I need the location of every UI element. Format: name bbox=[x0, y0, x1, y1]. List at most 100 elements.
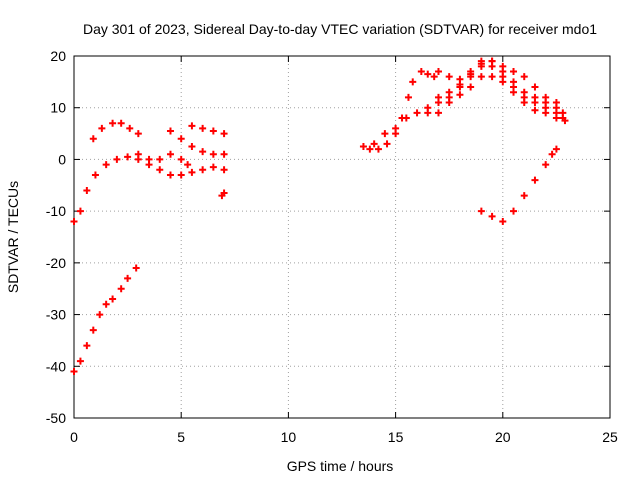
data-point bbox=[499, 78, 507, 86]
data-point bbox=[91, 171, 99, 179]
data-point bbox=[199, 124, 207, 132]
data-point bbox=[402, 114, 410, 122]
data-point bbox=[83, 342, 91, 350]
data-point bbox=[520, 73, 528, 81]
data-point bbox=[477, 73, 485, 81]
y-tick-label: -40 bbox=[46, 358, 66, 374]
data-point bbox=[76, 207, 84, 215]
data-point bbox=[209, 163, 217, 171]
y-tick-label: -30 bbox=[46, 307, 66, 323]
data-point bbox=[531, 106, 539, 114]
data-point bbox=[220, 189, 228, 197]
data-point bbox=[188, 122, 196, 130]
series-seg3 bbox=[134, 150, 192, 169]
plot-frame bbox=[73, 55, 611, 419]
series-seg8 bbox=[359, 93, 412, 153]
data-point bbox=[456, 91, 464, 99]
grid bbox=[74, 56, 610, 418]
data-point bbox=[510, 88, 518, 96]
series-seg7 bbox=[70, 264, 140, 375]
data-point bbox=[552, 114, 560, 122]
data-point bbox=[113, 155, 121, 163]
y-tick-labels: -50 -40 -30 -20 -10 0 10 20 bbox=[46, 48, 66, 426]
series-seg1 bbox=[70, 153, 228, 225]
data-point bbox=[98, 124, 106, 132]
data-point bbox=[124, 274, 132, 282]
data-point bbox=[467, 68, 475, 76]
data-point bbox=[102, 161, 110, 169]
data-point bbox=[117, 285, 125, 293]
data-point bbox=[434, 93, 442, 101]
data-point bbox=[542, 161, 550, 169]
data-point bbox=[117, 119, 125, 127]
data-point bbox=[76, 357, 84, 365]
series-seg11 bbox=[434, 73, 569, 125]
data-point bbox=[510, 207, 518, 215]
axis-ticks bbox=[73, 55, 611, 419]
data-point bbox=[220, 166, 228, 174]
data-point bbox=[520, 99, 528, 107]
data-points bbox=[70, 57, 569, 375]
data-point bbox=[561, 117, 569, 125]
data-point bbox=[166, 150, 174, 158]
data-point bbox=[126, 124, 134, 132]
data-point bbox=[109, 295, 117, 303]
series-seg15 bbox=[477, 145, 560, 225]
data-point bbox=[89, 135, 97, 143]
y-tick-label: 10 bbox=[50, 100, 66, 116]
data-point bbox=[145, 155, 153, 163]
y-axis-label: SDTVAR / TECUs bbox=[5, 181, 21, 293]
data-point bbox=[552, 145, 560, 153]
data-point bbox=[184, 161, 192, 169]
data-point bbox=[531, 83, 539, 91]
data-point bbox=[188, 168, 196, 176]
data-point bbox=[366, 145, 374, 153]
data-point bbox=[499, 217, 507, 225]
data-point bbox=[220, 130, 228, 138]
data-point bbox=[177, 135, 185, 143]
data-point bbox=[70, 367, 78, 375]
series-seg14 bbox=[409, 78, 417, 86]
data-point bbox=[409, 78, 417, 86]
x-tick-label: 5 bbox=[177, 429, 185, 445]
data-point bbox=[477, 207, 485, 215]
data-point bbox=[430, 73, 438, 81]
data-point bbox=[188, 143, 196, 150]
data-point bbox=[404, 93, 412, 101]
data-point bbox=[359, 143, 367, 150]
x-tick-label: 15 bbox=[388, 429, 404, 445]
series-seg5 bbox=[188, 122, 228, 138]
x-tick-label: 10 bbox=[281, 429, 297, 445]
data-point bbox=[89, 326, 97, 334]
data-point bbox=[499, 62, 507, 70]
data-point bbox=[488, 57, 496, 65]
data-point bbox=[434, 109, 442, 117]
data-point bbox=[467, 83, 475, 91]
data-point bbox=[445, 73, 453, 81]
x-tick-label: 25 bbox=[602, 429, 618, 445]
data-point bbox=[542, 93, 550, 101]
data-point bbox=[209, 127, 217, 135]
data-point bbox=[445, 88, 453, 96]
chart-title: Day 301 of 2023, Sidereal Day-to-day VTE… bbox=[83, 21, 597, 37]
series-seg6 bbox=[218, 189, 228, 200]
data-point bbox=[370, 140, 378, 148]
data-point bbox=[102, 300, 110, 308]
data-point bbox=[383, 140, 391, 148]
x-tick-label: 20 bbox=[495, 429, 511, 445]
x-tick-label: 0 bbox=[70, 429, 78, 445]
data-point bbox=[434, 68, 442, 76]
data-point bbox=[156, 155, 164, 163]
data-point bbox=[166, 171, 174, 179]
data-point bbox=[124, 153, 132, 161]
data-point bbox=[413, 109, 421, 117]
data-point bbox=[199, 166, 207, 174]
data-point bbox=[424, 109, 432, 117]
data-point bbox=[70, 217, 78, 225]
data-point bbox=[132, 264, 140, 272]
data-point bbox=[392, 124, 400, 132]
data-point bbox=[424, 70, 432, 78]
data-point bbox=[166, 127, 174, 135]
data-point bbox=[456, 75, 464, 83]
y-tick-label: 20 bbox=[50, 48, 66, 64]
